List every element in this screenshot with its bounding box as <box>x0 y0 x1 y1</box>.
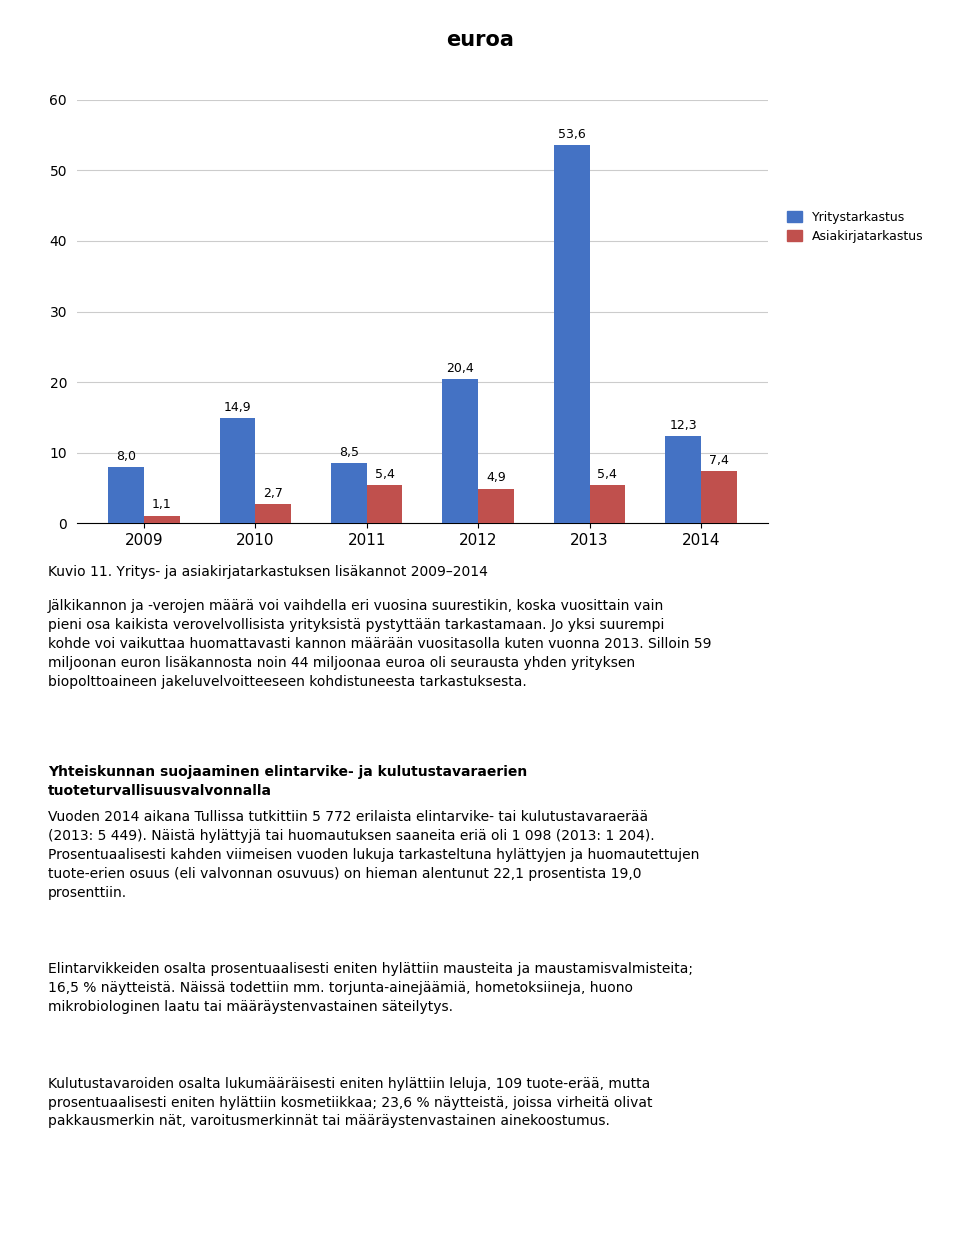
Text: Jälkikannon ja -verojen määrä voi vaihdella eri vuosina suurestikin, koska vuosi: Jälkikannon ja -verojen määrä voi vaihde… <box>48 599 711 689</box>
Bar <box>443 379 478 523</box>
Bar <box>108 467 144 523</box>
Text: 8,5: 8,5 <box>339 446 359 459</box>
Text: 53,6: 53,6 <box>558 127 586 141</box>
Text: Vuoden 2014 aikana Tullissa tutkittiin 5 772 erilaista elintarvike- tai kulutust: Vuoden 2014 aikana Tullissa tutkittiin 5… <box>48 810 700 900</box>
Text: Yhteiskunnan suojaaminen elintarvike- ja kulutustavaraerien
tuoteturvallisuusval: Yhteiskunnan suojaaminen elintarvike- ja… <box>48 765 527 799</box>
Text: 7,4: 7,4 <box>708 454 729 467</box>
Bar <box>478 488 514 523</box>
Legend: Yritystarkastus, Asiakirjatarkastus: Yritystarkastus, Asiakirjatarkastus <box>781 206 928 248</box>
Text: 5,4: 5,4 <box>597 468 617 481</box>
Text: euroa: euroa <box>446 30 514 50</box>
Bar <box>589 485 625 523</box>
Text: 14,9: 14,9 <box>224 401 252 414</box>
Bar <box>144 516 180 523</box>
Text: Elintarvikkeiden osalta prosentuaalisesti eniten hylättiin mausteita ja maustami: Elintarvikkeiden osalta prosentuaalisest… <box>48 962 693 1014</box>
Text: Kuvio 11. Yritys- ja asiakirjatarkastuksen lisäkannot 2009–2014: Kuvio 11. Yritys- ja asiakirjatarkastuks… <box>48 564 488 579</box>
Bar <box>554 145 589 523</box>
Text: 8,0: 8,0 <box>116 450 136 462</box>
Text: 1,1: 1,1 <box>152 498 172 511</box>
Bar <box>220 419 255 523</box>
Bar <box>665 436 701 523</box>
Text: 12,3: 12,3 <box>669 419 697 432</box>
Text: 2,7: 2,7 <box>263 487 283 500</box>
Bar <box>331 464 367 523</box>
Bar <box>255 505 291 523</box>
Text: Kulutustavaroiden osalta lukumääräisesti eniten hylättiin leluja, 109 tuote-erää: Kulutustavaroiden osalta lukumääräisesti… <box>48 1077 653 1129</box>
Text: 5,4: 5,4 <box>374 468 395 481</box>
Text: 4,9: 4,9 <box>486 471 506 485</box>
Text: 20,4: 20,4 <box>446 363 474 375</box>
Bar <box>367 485 402 523</box>
Bar <box>701 471 736 523</box>
